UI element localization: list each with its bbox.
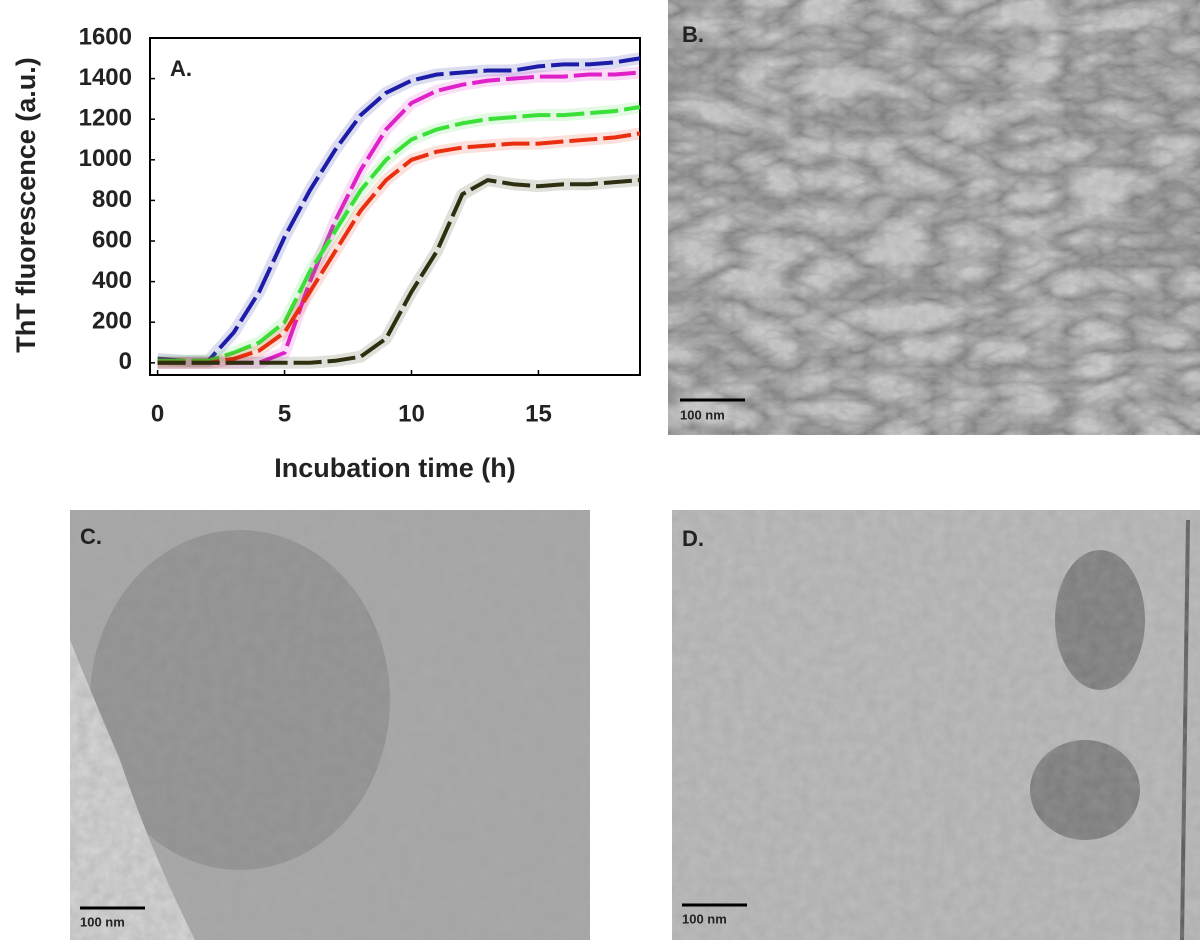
panel-label: A. (170, 56, 192, 81)
y-tick-label: 200 (92, 308, 132, 335)
series-line (157, 131, 641, 365)
y-tick-label: 1000 (79, 145, 132, 172)
scale-bar-label: 100 nm (682, 911, 727, 926)
x-tick-label: 10 (398, 400, 425, 427)
plot-a: A. Incubation time (h) ThT fluorescence … (11, 23, 641, 483)
y-tick-label: 800 (92, 186, 132, 213)
micrograph-c: C. 100 nm (70, 510, 590, 940)
series-line (157, 105, 641, 363)
y-tick-label: 1600 (79, 23, 132, 50)
scale-bar-label: 100 nm (680, 407, 725, 422)
x-tick-label: 15 (525, 400, 552, 427)
micrograph-b: B. 100 nm (668, 0, 1200, 435)
micrograph-d: D. 100 nm (672, 510, 1200, 941)
x-axis-label: Incubation time (h) (274, 453, 515, 483)
scale-bar-label: 100 nm (80, 914, 125, 929)
y-tick-label: 600 (92, 226, 132, 253)
texture (668, 0, 1200, 435)
series-line (157, 178, 641, 365)
y-tick-label: 400 (92, 267, 132, 294)
texture (70, 510, 590, 940)
y-tick-label: 0 (119, 348, 132, 375)
panel-label: D. (682, 526, 704, 551)
series-line (157, 56, 641, 363)
y-tick-label: 1400 (79, 64, 132, 91)
panel-label: B. (682, 22, 704, 47)
y-tick-label: 1200 (79, 105, 132, 132)
panel-label: C. (80, 524, 102, 549)
x-tick-label: 0 (151, 400, 164, 427)
texture (672, 510, 1200, 940)
y-axis-label: ThT fluorescence (a.u.) (11, 57, 41, 353)
x-tick-label: 5 (278, 400, 291, 427)
